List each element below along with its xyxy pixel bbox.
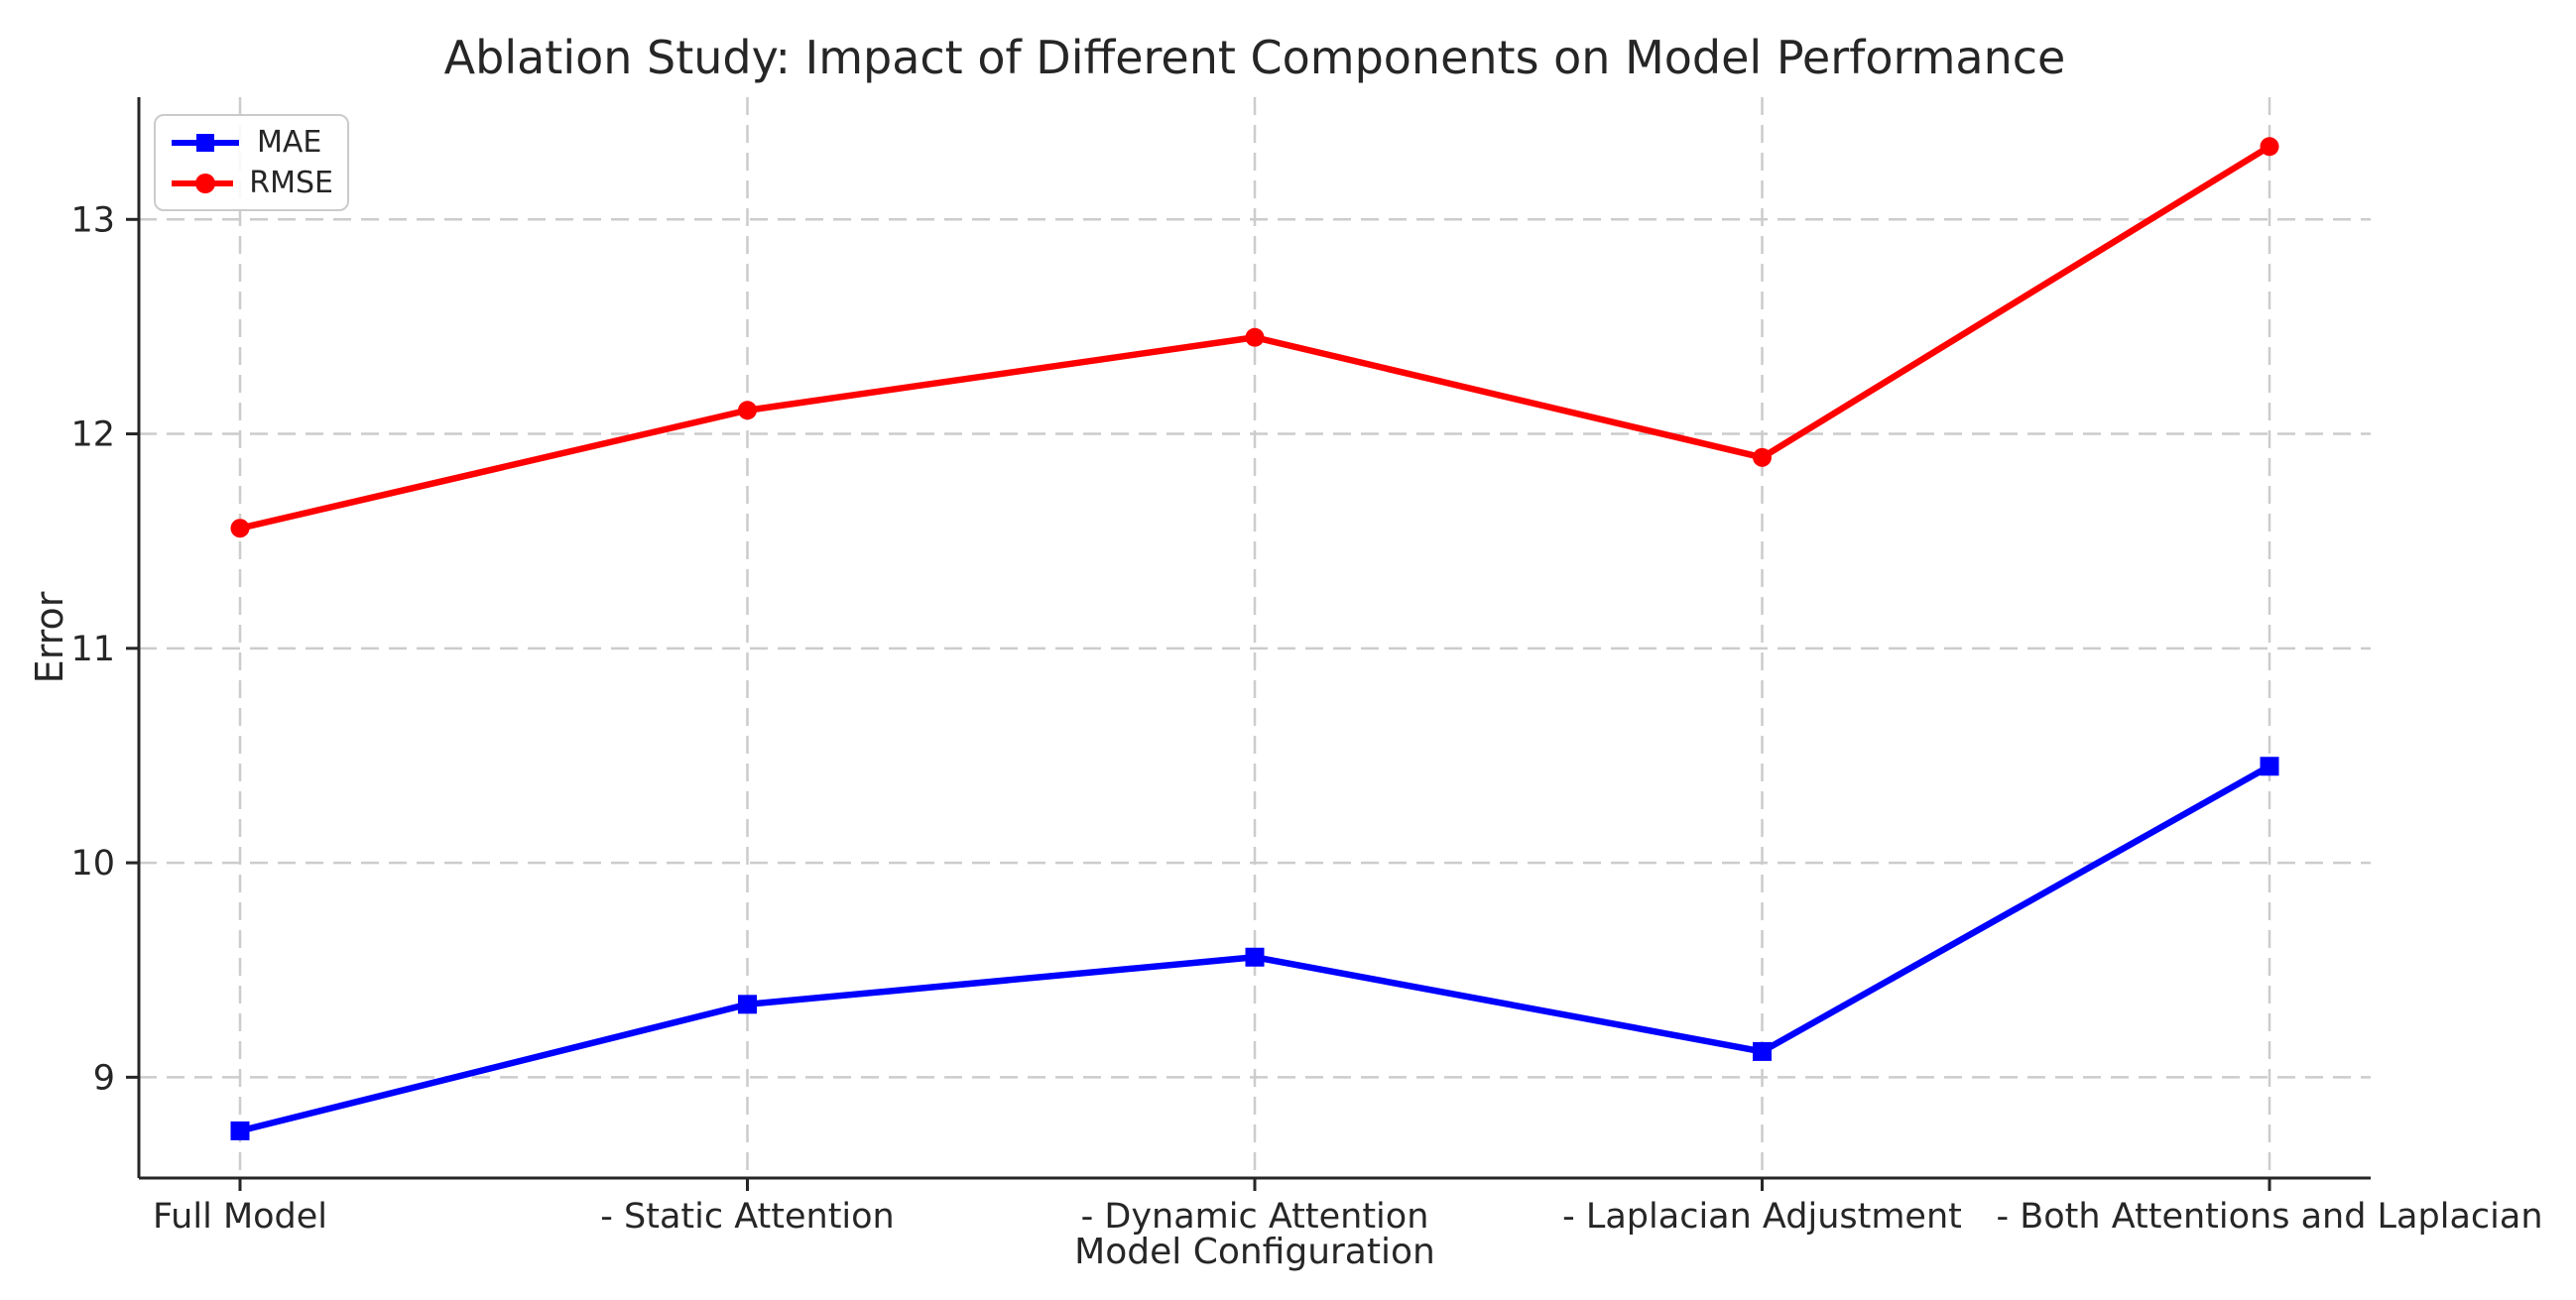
mae-marker (1753, 1041, 1772, 1061)
legend-item-rmse: RMSE (170, 165, 333, 200)
x-tick-label: Full Model (153, 1197, 327, 1237)
x-tick-label: - Laplacian Adjustment (1562, 1197, 1962, 1237)
rmse-line-circle-marker-icon (172, 173, 234, 193)
y-tick-label: 11 (70, 630, 115, 669)
legend-label-rmse: RMSE (249, 165, 333, 200)
x-tick-label: - Both Attentions and Laplacian (1996, 1197, 2542, 1237)
mae-marker (2260, 757, 2279, 776)
y-axis-title: Error (28, 591, 71, 684)
rmse-marker (738, 401, 757, 420)
mae-marker (1245, 947, 1265, 967)
y-tick-label: 13 (70, 200, 115, 240)
rmse-marker (2260, 137, 2279, 157)
legend-item-mae: MAE (170, 124, 333, 160)
y-tick-label: 12 (70, 415, 115, 455)
y-tick-label: 10 (70, 844, 115, 884)
x-axis-title: Model Configuration (1074, 1232, 1435, 1272)
y-tick-label: 9 (93, 1058, 115, 1098)
chart-title: Ablation Study: Impact of Different Comp… (443, 31, 2066, 84)
rmse-marker (230, 519, 250, 538)
rmse-marker (1245, 327, 1265, 347)
legend: MAE RMSE (154, 114, 349, 211)
mae-marker (230, 1121, 250, 1140)
mae-marker (738, 995, 757, 1014)
mae-legend-square (196, 133, 214, 152)
mae-line-square-marker-icon (172, 133, 239, 152)
x-tick-label: - Static Attention (600, 1197, 895, 1237)
rmse-marker (1753, 447, 1772, 467)
rmse-legend-circle (195, 173, 215, 193)
legend-label-mae: MAE (257, 124, 322, 160)
x-tick-label: - Dynamic Attention (1081, 1197, 1429, 1237)
